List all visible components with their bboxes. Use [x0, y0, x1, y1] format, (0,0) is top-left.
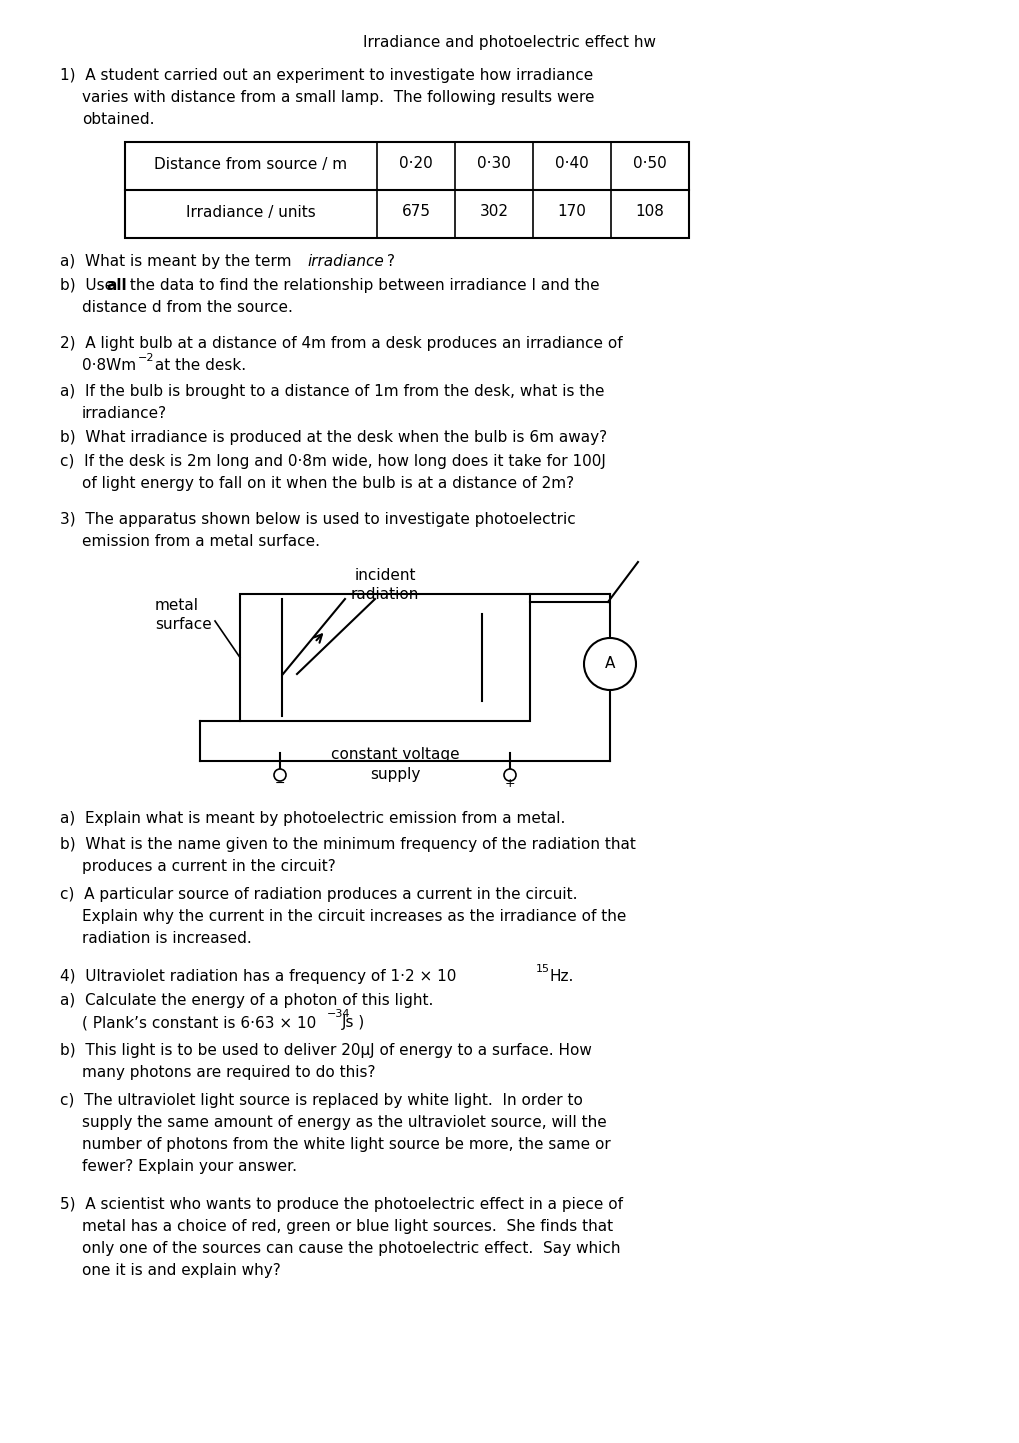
Text: 15: 15 — [535, 964, 549, 974]
Text: 2)  A light bulb at a distance of 4m from a desk produces an irradiance of: 2) A light bulb at a distance of 4m from… — [60, 336, 622, 351]
Bar — [125, 141, 688, 238]
Text: supply: supply — [370, 768, 420, 782]
Text: a)  What is meant by the term: a) What is meant by the term — [60, 254, 297, 268]
Text: emission from a metal surface.: emission from a metal surface. — [82, 534, 320, 548]
Text: irradiance: irradiance — [307, 254, 383, 268]
Text: the data to find the relationship between irradiance I and the: the data to find the relationship betwee… — [125, 278, 599, 293]
Text: b)  What irradiance is produced at the desk when the bulb is 6m away?: b) What irradiance is produced at the de… — [60, 430, 606, 444]
Text: 108: 108 — [635, 205, 663, 219]
Text: 675: 675 — [401, 205, 430, 219]
Circle shape — [584, 638, 636, 690]
Text: 0·20: 0·20 — [398, 156, 432, 172]
Text: 0·40: 0·40 — [554, 156, 588, 172]
Text: c)  The ultraviolet light source is replaced by white light.  In order to: c) The ultraviolet light source is repla… — [60, 1092, 582, 1108]
Text: 5)  A scientist who wants to produce the photoelectric effect in a piece of: 5) A scientist who wants to produce the … — [60, 1198, 623, 1212]
Text: Explain why the current in the circuit increases as the irradiance of the: Explain why the current in the circuit i… — [82, 909, 626, 924]
Bar — [239, 595, 530, 722]
Text: a)  If the bulb is brought to a distance of 1m from the desk, what is the: a) If the bulb is brought to a distance … — [60, 384, 604, 400]
Text: a)  Explain what is meant by photoelectric emission from a metal.: a) Explain what is meant by photoelectri… — [60, 811, 565, 825]
Text: −: − — [274, 776, 285, 789]
Text: 302: 302 — [479, 205, 508, 219]
Text: many photons are required to do this?: many photons are required to do this? — [82, 1065, 375, 1079]
Text: 0·8Wm: 0·8Wm — [82, 358, 136, 372]
Text: 4)  Ultraviolet radiation has a frequency of 1·2 × 10: 4) Ultraviolet radiation has a frequency… — [60, 970, 455, 984]
Text: Js ): Js ) — [341, 1014, 365, 1030]
Text: irradiance?: irradiance? — [82, 405, 167, 421]
Text: 0·30: 0·30 — [477, 156, 511, 172]
Circle shape — [274, 769, 285, 781]
Text: b)  This light is to be used to deliver 20μJ of energy to a surface. How: b) This light is to be used to deliver 2… — [60, 1043, 591, 1058]
Text: Irradiance / units: Irradiance / units — [185, 205, 316, 219]
Text: −2: −2 — [138, 354, 154, 364]
Text: Distance from source / m: Distance from source / m — [154, 156, 347, 172]
Text: −34: −34 — [327, 1009, 351, 1019]
Text: +: + — [504, 776, 515, 789]
Text: Hz.: Hz. — [549, 970, 574, 984]
Text: varies with distance from a small lamp.  The following results were: varies with distance from a small lamp. … — [82, 89, 594, 105]
Text: b)  What is the name given to the minimum frequency of the radiation that: b) What is the name given to the minimum… — [60, 837, 635, 851]
Text: constant voltage: constant voltage — [330, 747, 459, 762]
Circle shape — [503, 769, 516, 781]
Text: only one of the sources can cause the photoelectric effect.  Say which: only one of the sources can cause the ph… — [82, 1241, 620, 1255]
Text: c)  If the desk is 2m long and 0·8m wide, how long does it take for 100J: c) If the desk is 2m long and 0·8m wide,… — [60, 455, 605, 469]
Text: c)  A particular source of radiation produces a current in the circuit.: c) A particular source of radiation prod… — [60, 887, 577, 902]
Text: distance d from the source.: distance d from the source. — [82, 300, 292, 315]
Text: fewer? Explain your answer.: fewer? Explain your answer. — [82, 1159, 297, 1175]
Text: at the desk.: at the desk. — [150, 358, 246, 372]
Text: A: A — [604, 657, 614, 671]
Text: metal has a choice of red, green or blue light sources.  She finds that: metal has a choice of red, green or blue… — [82, 1219, 612, 1234]
Text: surface: surface — [155, 618, 212, 632]
Text: Irradiance and photoelectric effect hw: Irradiance and photoelectric effect hw — [363, 35, 656, 51]
Text: incident: incident — [354, 569, 416, 583]
Text: 170: 170 — [557, 205, 586, 219]
Text: obtained.: obtained. — [82, 113, 154, 127]
Text: one it is and explain why?: one it is and explain why? — [82, 1263, 280, 1278]
Text: supply the same amount of energy as the ultraviolet source, will the: supply the same amount of energy as the … — [82, 1115, 606, 1130]
Text: 3)  The apparatus shown below is used to investigate photoelectric: 3) The apparatus shown below is used to … — [60, 512, 575, 527]
Text: produces a current in the circuit?: produces a current in the circuit? — [82, 859, 335, 874]
Text: radiation: radiation — [351, 587, 419, 602]
Text: of light energy to fall on it when the bulb is at a distance of 2m?: of light energy to fall on it when the b… — [82, 476, 574, 491]
Text: all: all — [106, 278, 126, 293]
Text: radiation is increased.: radiation is increased. — [82, 931, 252, 947]
Text: a)  Calculate the energy of a photon of this light.: a) Calculate the energy of a photon of t… — [60, 993, 433, 1009]
Text: ?: ? — [386, 254, 394, 268]
Text: number of photons from the white light source be more, the same or: number of photons from the white light s… — [82, 1137, 610, 1152]
Text: ( Plank’s constant is 6·63 × 10: ( Plank’s constant is 6·63 × 10 — [82, 1014, 316, 1030]
Text: 1)  A student carried out an experiment to investigate how irradiance: 1) A student carried out an experiment t… — [60, 68, 593, 84]
Text: b)  Use: b) Use — [60, 278, 119, 293]
Text: metal: metal — [155, 597, 199, 613]
Text: 0·50: 0·50 — [633, 156, 666, 172]
